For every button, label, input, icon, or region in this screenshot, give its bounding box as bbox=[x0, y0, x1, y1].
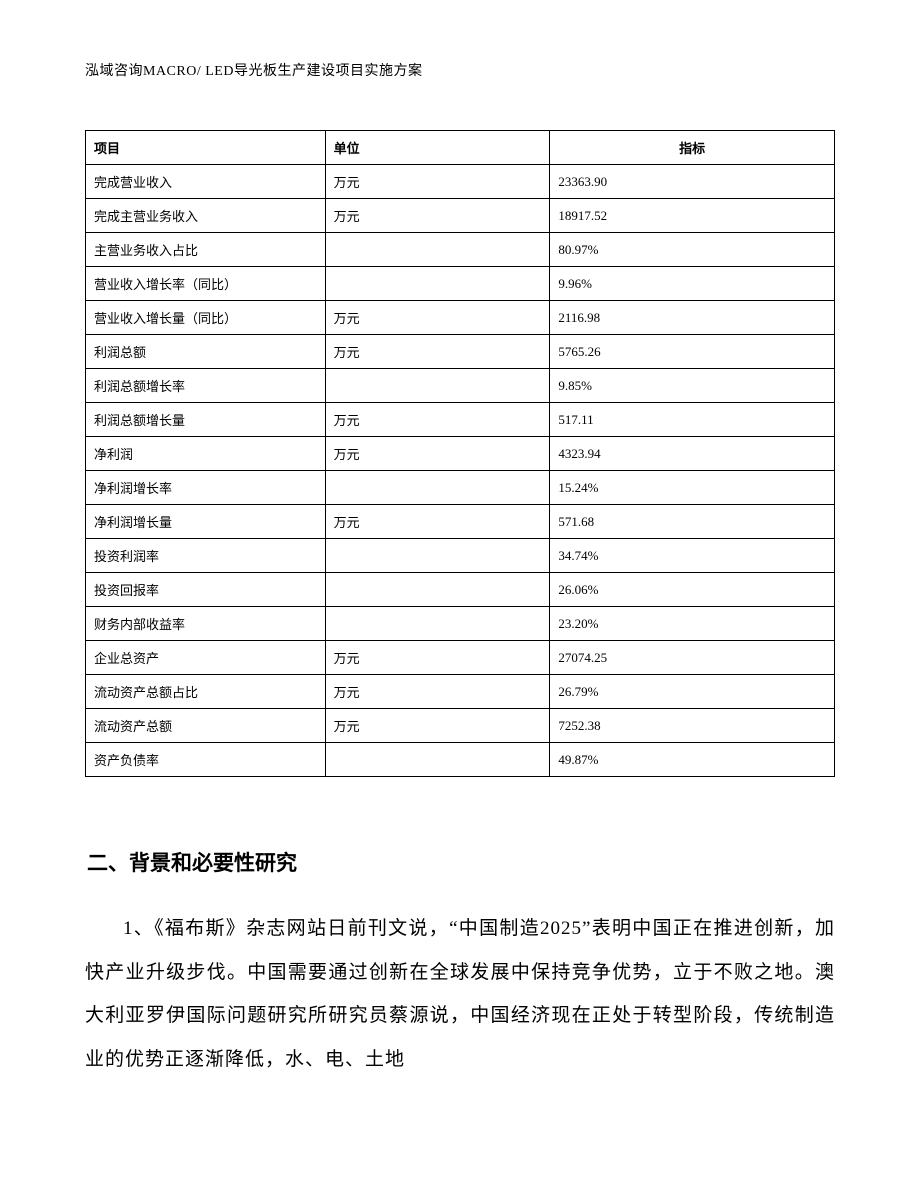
table-body: 完成营业收入 万元 23363.90 完成主营业务收入 万元 18917.52 … bbox=[86, 165, 835, 777]
table-row: 资产负债率 49.87% bbox=[86, 743, 835, 777]
cell-indicator: 15.24% bbox=[550, 471, 835, 505]
table-row: 营业收入增长量（同比） 万元 2116.98 bbox=[86, 301, 835, 335]
cell-unit: 万元 bbox=[325, 437, 550, 471]
table-row: 净利润增长率 15.24% bbox=[86, 471, 835, 505]
cell-unit bbox=[325, 471, 550, 505]
cell-item: 投资利润率 bbox=[86, 539, 326, 573]
cell-unit: 万元 bbox=[325, 709, 550, 743]
cell-unit: 万元 bbox=[325, 335, 550, 369]
cell-item: 利润总额 bbox=[86, 335, 326, 369]
table-row: 利润总额增长率 9.85% bbox=[86, 369, 835, 403]
cell-item: 流动资产总额 bbox=[86, 709, 326, 743]
table-row: 完成营业收入 万元 23363.90 bbox=[86, 165, 835, 199]
table-row: 净利润 万元 4323.94 bbox=[86, 437, 835, 471]
financial-indicators-table: 项目 单位 指标 完成营业收入 万元 23363.90 完成主营业务收入 万元 … bbox=[85, 130, 835, 777]
table-row: 投资利润率 34.74% bbox=[86, 539, 835, 573]
column-header-indicator: 指标 bbox=[550, 131, 835, 165]
cell-indicator: 571.68 bbox=[550, 505, 835, 539]
cell-unit: 万元 bbox=[325, 641, 550, 675]
cell-unit bbox=[325, 233, 550, 267]
table-row: 流动资产总额占比 万元 26.79% bbox=[86, 675, 835, 709]
cell-indicator: 27074.25 bbox=[550, 641, 835, 675]
cell-unit: 万元 bbox=[325, 199, 550, 233]
cell-unit: 万元 bbox=[325, 403, 550, 437]
cell-unit: 万元 bbox=[325, 165, 550, 199]
table-row: 投资回报率 26.06% bbox=[86, 573, 835, 607]
cell-item: 净利润增长量 bbox=[86, 505, 326, 539]
cell-unit: 万元 bbox=[325, 301, 550, 335]
cell-item: 流动资产总额占比 bbox=[86, 675, 326, 709]
cell-item: 完成营业收入 bbox=[86, 165, 326, 199]
cell-unit bbox=[325, 267, 550, 301]
cell-unit: 万元 bbox=[325, 505, 550, 539]
cell-indicator: 26.06% bbox=[550, 573, 835, 607]
page-header-text: 泓域咨询MACRO/ LED导光板生产建设项目实施方案 bbox=[85, 60, 835, 80]
cell-indicator: 4323.94 bbox=[550, 437, 835, 471]
cell-indicator: 517.11 bbox=[550, 403, 835, 437]
cell-item: 净利润 bbox=[86, 437, 326, 471]
table-row: 利润总额 万元 5765.26 bbox=[86, 335, 835, 369]
table-row: 流动资产总额 万元 7252.38 bbox=[86, 709, 835, 743]
column-header-item: 项目 bbox=[86, 131, 326, 165]
cell-indicator: 7252.38 bbox=[550, 709, 835, 743]
table-row: 企业总资产 万元 27074.25 bbox=[86, 641, 835, 675]
cell-item: 财务内部收益率 bbox=[86, 607, 326, 641]
cell-indicator: 23363.90 bbox=[550, 165, 835, 199]
cell-item: 利润总额增长量 bbox=[86, 403, 326, 437]
column-header-unit: 单位 bbox=[325, 131, 550, 165]
cell-item: 完成主营业务收入 bbox=[86, 199, 326, 233]
cell-unit: 万元 bbox=[325, 675, 550, 709]
cell-indicator: 5765.26 bbox=[550, 335, 835, 369]
cell-item: 资产负债率 bbox=[86, 743, 326, 777]
cell-item: 主营业务收入占比 bbox=[86, 233, 326, 267]
cell-indicator: 2116.98 bbox=[550, 301, 835, 335]
table-row: 利润总额增长量 万元 517.11 bbox=[86, 403, 835, 437]
cell-item: 企业总资产 bbox=[86, 641, 326, 675]
cell-item: 营业收入增长量（同比） bbox=[86, 301, 326, 335]
table-row: 主营业务收入占比 80.97% bbox=[86, 233, 835, 267]
cell-indicator: 9.85% bbox=[550, 369, 835, 403]
table-row: 完成主营业务收入 万元 18917.52 bbox=[86, 199, 835, 233]
cell-unit bbox=[325, 573, 550, 607]
cell-unit bbox=[325, 743, 550, 777]
cell-unit bbox=[325, 607, 550, 641]
cell-item: 净利润增长率 bbox=[86, 471, 326, 505]
cell-unit bbox=[325, 539, 550, 573]
body-paragraph: 1、《福布斯》杂志网站日前刊文说，“中国制造2025”表明中国正在推进创新，加快… bbox=[85, 907, 835, 1082]
cell-indicator: 34.74% bbox=[550, 539, 835, 573]
cell-unit bbox=[325, 369, 550, 403]
table-row: 财务内部收益率 23.20% bbox=[86, 607, 835, 641]
cell-indicator: 49.87% bbox=[550, 743, 835, 777]
cell-indicator: 18917.52 bbox=[550, 199, 835, 233]
cell-item: 投资回报率 bbox=[86, 573, 326, 607]
table-header-row: 项目 单位 指标 bbox=[86, 131, 835, 165]
cell-item: 利润总额增长率 bbox=[86, 369, 326, 403]
cell-item: 营业收入增长率（同比） bbox=[86, 267, 326, 301]
table-row: 净利润增长量 万元 571.68 bbox=[86, 505, 835, 539]
table-row: 营业收入增长率（同比） 9.96% bbox=[86, 267, 835, 301]
cell-indicator: 26.79% bbox=[550, 675, 835, 709]
cell-indicator: 23.20% bbox=[550, 607, 835, 641]
cell-indicator: 80.97% bbox=[550, 233, 835, 267]
cell-indicator: 9.96% bbox=[550, 267, 835, 301]
section-heading: 二、背景和必要性研究 bbox=[87, 847, 835, 877]
